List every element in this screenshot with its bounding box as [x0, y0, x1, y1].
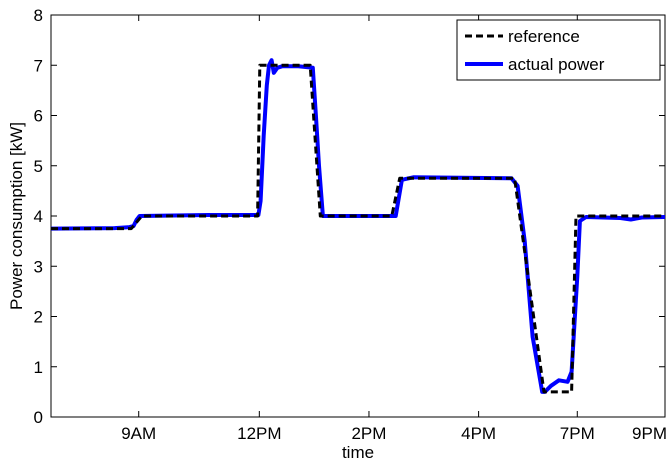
y-tick-label: 4 — [34, 207, 43, 226]
legend-label-actual-power: actual power — [508, 55, 605, 74]
y-axis-label: Power consumption [kW] — [7, 122, 26, 310]
y-tick-label: 8 — [34, 6, 43, 25]
legend-box — [456, 19, 661, 81]
series-layer — [50, 58, 666, 394]
y-tick-label: 5 — [34, 157, 43, 176]
y-tick-label: 1 — [34, 358, 43, 377]
x-tick-label: 12PM — [237, 424, 281, 443]
x-tick-label: 4PM — [461, 424, 496, 443]
x-tick-label: 7PM — [560, 424, 595, 443]
series-line-reference — [51, 63, 665, 394]
legend: reference actual power — [456, 19, 661, 81]
x-axis-label: time — [342, 443, 374, 462]
legend-label-reference: reference — [508, 27, 580, 46]
x-axis: 9AM 12PM 2PM 4PM 7PM 9PM — [121, 15, 667, 443]
y-tick-label: 0 — [34, 408, 43, 427]
y-tick-label: 6 — [34, 107, 43, 126]
y-tick-label: 2 — [34, 308, 43, 327]
x-tick-label: 9PM — [632, 424, 667, 443]
x-tick-label: 2PM — [351, 424, 386, 443]
y-tick-label: 3 — [34, 257, 43, 276]
y-axis: 0 1 2 3 4 5 6 7 8 — [34, 6, 665, 427]
x-tick-label: 9AM — [121, 424, 156, 443]
y-tick-label: 7 — [34, 56, 43, 75]
